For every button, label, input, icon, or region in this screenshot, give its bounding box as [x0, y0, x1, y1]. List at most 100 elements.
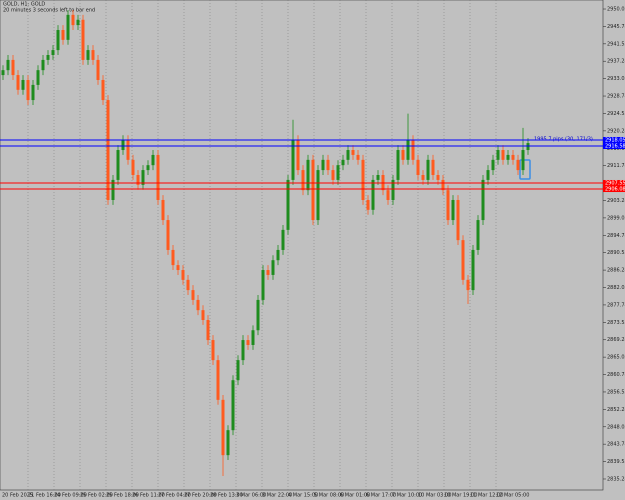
y-tick-label: 2894.78 [607, 233, 625, 239]
candle-body [416, 159, 420, 176]
candle-body [6, 59, 10, 71]
candle-body [336, 165, 340, 180]
x-tick-label: 25 Feb 18:00 [106, 493, 139, 499]
candle-body [396, 150, 400, 180]
candle-body [166, 220, 170, 250]
candle-body [386, 190, 390, 200]
candle-body [101, 79, 105, 101]
y-tick-label: 2920.28 [607, 128, 625, 134]
candle-body [46, 55, 50, 60]
candle-body [106, 100, 110, 200]
candle-body [511, 154, 515, 160]
price-label-box [603, 136, 625, 143]
candle-body [391, 179, 395, 200]
candle-body [16, 75, 20, 90]
y-tick-label: 2873.53 [607, 320, 625, 326]
candle-body [211, 340, 215, 361]
candle-body [376, 175, 380, 180]
candle-body [151, 154, 155, 166]
candle-body [261, 270, 265, 300]
candle-body [356, 154, 360, 160]
candle-body [401, 150, 405, 160]
y-tick-label: 2928.78 [607, 94, 625, 100]
candle-body [311, 159, 315, 221]
x-tick-label: 7 Mar 10:00 [392, 493, 422, 499]
y-tick-label: 2882.03 [607, 285, 625, 291]
candle-body [141, 170, 145, 185]
candle-body [161, 199, 165, 221]
y-tick-label: 2839.53 [607, 459, 625, 465]
candle-body [121, 140, 125, 151]
candle-body [316, 170, 320, 221]
candle-body [136, 175, 140, 185]
y-tick-label: 2911.78 [607, 163, 625, 169]
candle-body [471, 249, 475, 291]
candle-body [436, 175, 440, 180]
candle-body [491, 159, 495, 171]
candle-body [466, 279, 470, 291]
candle-body [76, 19, 80, 26]
candle-body [506, 154, 510, 160]
candle-body [201, 310, 205, 320]
candle-body [36, 70, 40, 85]
candle-body [451, 199, 455, 221]
candle-body [331, 170, 335, 180]
candle-body [226, 430, 230, 456]
candle-body [66, 14, 70, 40]
y-tick-label: 2848.03 [607, 424, 625, 430]
x-tick-label: 10 Mar 03:00 [418, 493, 451, 499]
y-tick-label: 2941.53 [607, 41, 625, 47]
candle-body [441, 179, 445, 191]
x-tick-label: 12 Mar 05:00 [496, 493, 529, 499]
y-tick-label: 2860.78 [607, 372, 625, 378]
candle-body [146, 165, 150, 171]
price-label: 2918.05 [605, 137, 625, 143]
candle-body [286, 179, 290, 230]
x-tick-label: 3 Mar 22:00 [262, 493, 292, 499]
x-tick-label: 11 Mar 12:00 [470, 493, 503, 499]
candle-body [296, 140, 300, 171]
candle-body [21, 79, 25, 90]
plot-area [0, 0, 604, 491]
y-tick-label: 2899.03 [607, 215, 625, 221]
y-tick-label: 2924.53 [607, 111, 625, 117]
y-tick-label: 2843.78 [607, 442, 625, 448]
candle-body [526, 143, 530, 151]
price-label-box [603, 143, 625, 150]
candle-body [406, 140, 410, 160]
candle-body [426, 159, 430, 180]
candle-body [496, 150, 500, 160]
candle-body [96, 59, 100, 80]
candle-body [156, 154, 160, 200]
candle-body [446, 190, 450, 221]
candle-body [111, 179, 115, 200]
x-tick-label: 25 Feb 02:00 [80, 493, 113, 499]
candle-body [521, 150, 525, 171]
candle-body [476, 220, 480, 250]
candle-body [91, 50, 95, 60]
y-tick-label: 2865.03 [607, 355, 625, 361]
candle-body [61, 30, 65, 40]
candle-body [346, 150, 350, 160]
x-tick-label: 6 Mar 17:00 [366, 493, 396, 499]
candle-body [81, 19, 85, 60]
y-tick-label: 2869.28 [607, 337, 625, 343]
candle-body [71, 14, 75, 26]
candle-body [481, 179, 485, 221]
price-label-box [603, 179, 625, 186]
candle-body [1, 70, 5, 76]
selection-box [519, 159, 531, 180]
x-tick-label: 4 Mar 15:00 [288, 493, 318, 499]
candle-body [11, 59, 15, 76]
candle-body [216, 360, 220, 400]
y-tick-label: 2835.28 [607, 476, 625, 482]
candle-body [431, 159, 435, 176]
candle-body [116, 150, 120, 180]
y-tick-label: 2937.28 [607, 59, 625, 65]
candle-body [126, 140, 130, 160]
candle-body [131, 159, 135, 176]
candle-body [341, 159, 345, 166]
candle-body [181, 270, 185, 280]
candle-body [501, 150, 505, 160]
